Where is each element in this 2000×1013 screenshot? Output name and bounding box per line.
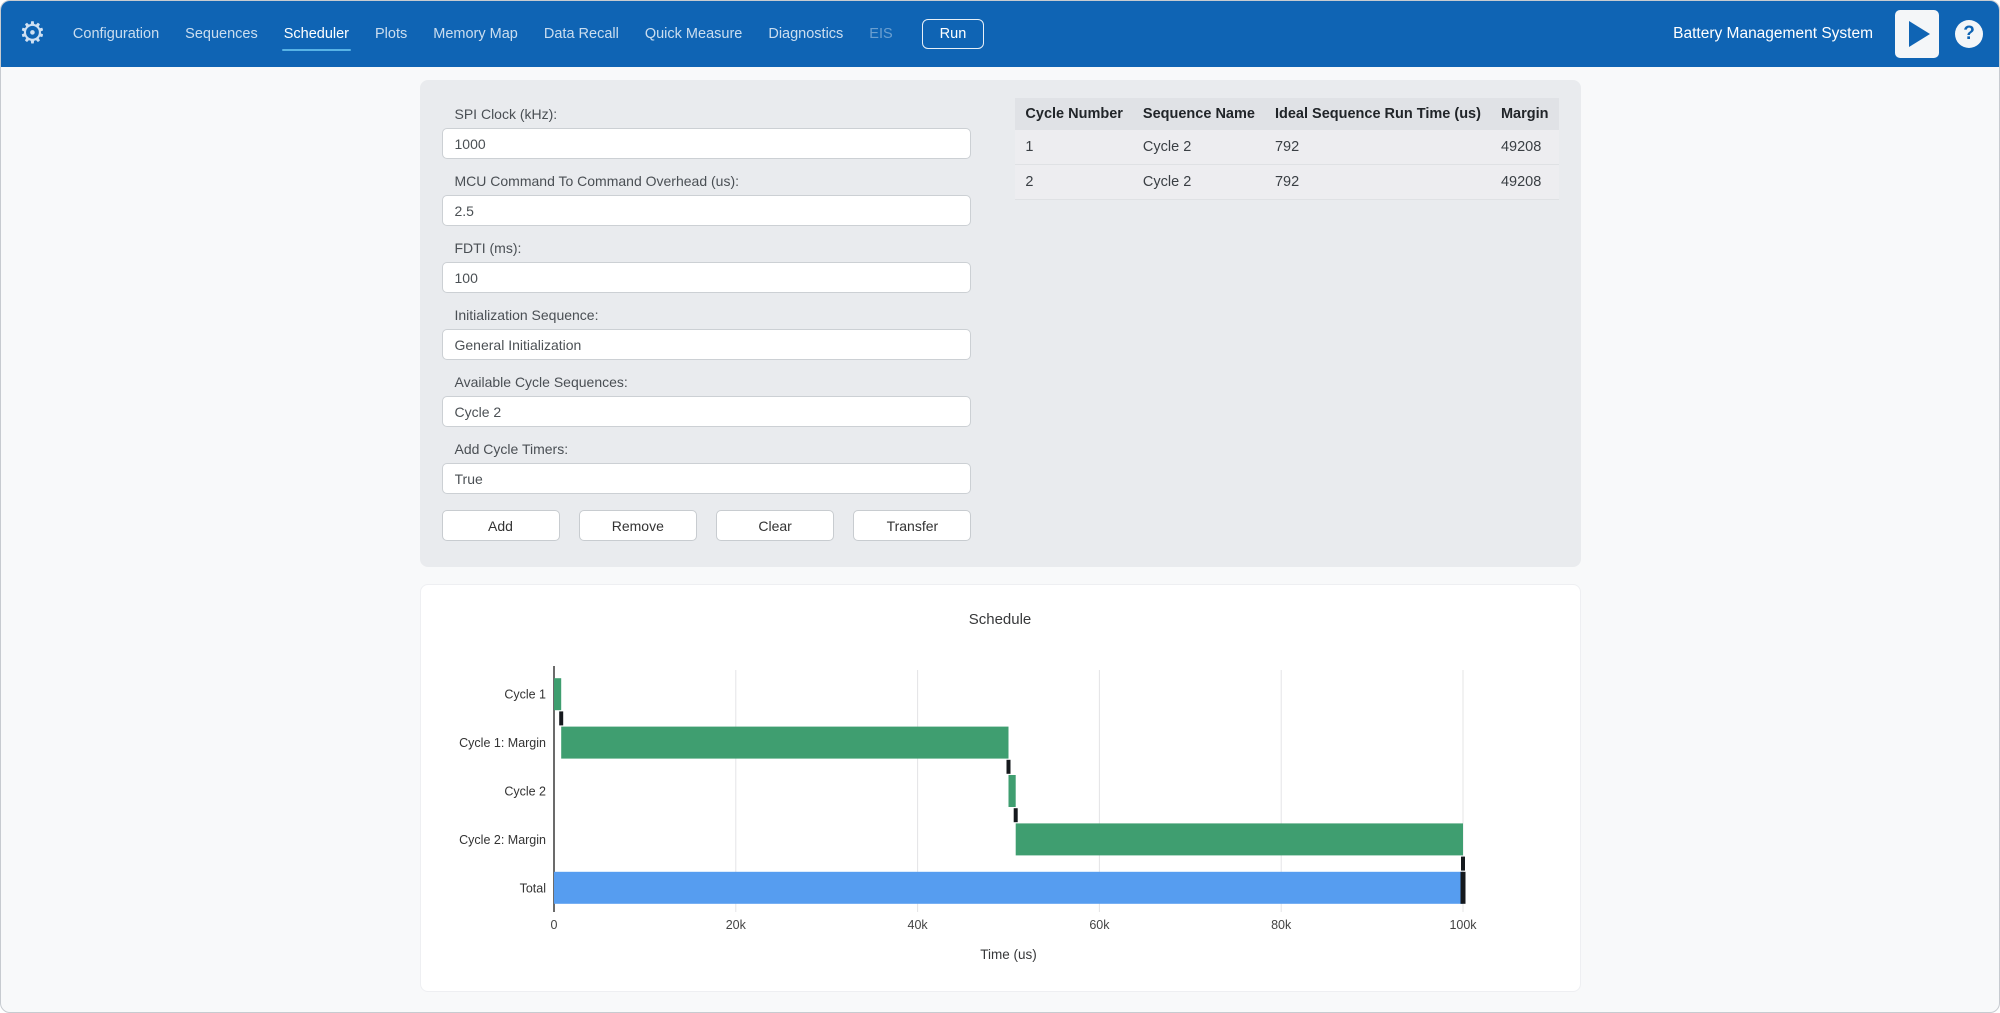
table-cell: 49208 bbox=[1491, 130, 1559, 165]
bar-connector bbox=[559, 711, 563, 725]
x-tick-label: 80k bbox=[1271, 918, 1292, 932]
bar-connector bbox=[1461, 857, 1465, 871]
schedule-chart: Cycle 1 Cycle 1: Margin Cycle 2 Cycle 2: Ma… bbox=[421, 646, 1580, 976]
nav-item-quick-measure[interactable]: Quick Measure bbox=[632, 1, 756, 67]
form-fields: SPI Clock (kHz): MCU Command To Command O… bbox=[442, 106, 972, 494]
bar-cycle-1 bbox=[554, 678, 561, 710]
y-tick-label: Total bbox=[519, 881, 545, 895]
top-nav-bar: ⚙ ConfigurationSequencesSchedulerPlotsMe… bbox=[1, 1, 1999, 67]
nav-item-data-recall[interactable]: Data Recall bbox=[531, 1, 632, 67]
nav-item-memory-map[interactable]: Memory Map bbox=[420, 1, 531, 67]
field-available-cycle-sequences: Available Cycle Sequences: bbox=[442, 374, 972, 427]
schedule-chart-card: Schedule Cycle 1Cycle 1: MarginCycle 2Cy… bbox=[420, 584, 1581, 992]
bar-cycle-2 bbox=[1008, 775, 1015, 807]
nav-item-plots[interactable]: Plots bbox=[362, 1, 420, 67]
x-axis-label: Time (us) bbox=[980, 947, 1037, 962]
field-label: FDTI (ms): bbox=[455, 240, 972, 256]
remove-button[interactable]: Remove bbox=[579, 510, 697, 541]
bar-total bbox=[554, 872, 1463, 904]
field-label: SPI Clock (kHz): bbox=[455, 106, 972, 122]
transfer-button[interactable]: Transfer bbox=[853, 510, 971, 541]
cycle-table-container: Cycle NumberSequence NameIdeal Sequence … bbox=[1015, 98, 1558, 541]
table-row[interactable]: 1Cycle 279249208 bbox=[1015, 130, 1558, 165]
fdti-ms-input[interactable] bbox=[442, 262, 972, 293]
play-button[interactable] bbox=[1895, 10, 1939, 58]
spi-clock-khz-input[interactable] bbox=[442, 128, 972, 159]
table-header-row: Cycle NumberSequence NameIdeal Sequence … bbox=[1015, 98, 1558, 130]
y-tick-label: Cycle 1 bbox=[504, 688, 546, 702]
scheduler-config-panel: SPI Clock (kHz): MCU Command To Command O… bbox=[420, 80, 1581, 567]
cycle-table: Cycle NumberSequence NameIdeal Sequence … bbox=[1015, 98, 1558, 200]
schedule-chart-svg: Cycle 1 Cycle 1: Margin Cycle 2 Cycle 2: Ma… bbox=[421, 646, 1581, 976]
table-cell: Cycle 2 bbox=[1133, 130, 1265, 165]
y-tick-label: Cycle 1: Margin bbox=[459, 736, 546, 750]
column-header-ideal-sequence-run-time-us: Ideal Sequence Run Time (us) bbox=[1265, 98, 1491, 130]
table-body: 1Cycle 2792492082Cycle 279249208 bbox=[1015, 130, 1558, 200]
y-tick-label: Cycle 2 bbox=[504, 785, 546, 799]
run-button[interactable]: Run bbox=[922, 19, 985, 49]
initialization-sequence-input[interactable] bbox=[442, 329, 972, 360]
table-cell: 792 bbox=[1265, 130, 1491, 165]
column-header-cycle-number: Cycle Number bbox=[1015, 98, 1133, 130]
main-content: SPI Clock (kHz): MCU Command To Command O… bbox=[420, 80, 1581, 992]
add-cycle-timers-input[interactable] bbox=[442, 463, 972, 494]
gear-icon[interactable]: ⚙ bbox=[19, 19, 46, 49]
app-window: ⚙ ConfigurationSequencesSchedulerPlotsMe… bbox=[0, 0, 2000, 1013]
bar-cycle-2-margin bbox=[1015, 823, 1462, 855]
nav-item-configuration[interactable]: Configuration bbox=[60, 1, 172, 67]
bar-connector bbox=[1013, 808, 1017, 822]
nav-item-eis[interactable]: EIS bbox=[856, 1, 905, 67]
x-tick-label: 60k bbox=[1089, 918, 1110, 932]
x-tick-label: 20k bbox=[725, 918, 746, 932]
column-header-margin: Margin bbox=[1491, 98, 1559, 130]
main-nav: ConfigurationSequencesSchedulerPlotsMemo… bbox=[60, 1, 906, 67]
bar-cycle-1-margin bbox=[561, 727, 1008, 759]
bar-connector bbox=[1006, 760, 1010, 774]
nav-menu: ConfigurationSequencesSchedulerPlotsMemo… bbox=[60, 1, 906, 67]
field-label: Initialization Sequence: bbox=[455, 307, 972, 323]
x-tick-label: 0 bbox=[550, 918, 557, 932]
bar-end-cap bbox=[1460, 872, 1465, 904]
clear-button[interactable]: Clear bbox=[716, 510, 834, 541]
play-icon bbox=[1909, 21, 1930, 47]
nav-item-scheduler[interactable]: Scheduler bbox=[271, 1, 362, 67]
table-cell: 1 bbox=[1015, 130, 1133, 165]
help-icon[interactable]: ? bbox=[1955, 20, 1983, 48]
column-header-sequence-name: Sequence Name bbox=[1133, 98, 1265, 130]
app-title: Battery Management System bbox=[1673, 25, 1873, 43]
field-fdti-ms: FDTI (ms): bbox=[442, 240, 972, 293]
mcu-command-to-command-overhead-us-input[interactable] bbox=[442, 195, 972, 226]
field-label: Available Cycle Sequences: bbox=[455, 374, 972, 390]
add-button[interactable]: Add bbox=[442, 510, 560, 541]
scheduler-form: SPI Clock (kHz): MCU Command To Command O… bbox=[442, 98, 972, 541]
nav-item-sequences[interactable]: Sequences bbox=[172, 1, 271, 67]
table-cell: Cycle 2 bbox=[1133, 165, 1265, 200]
field-initialization-sequence: Initialization Sequence: bbox=[442, 307, 972, 360]
chart-title: Schedule bbox=[421, 585, 1580, 628]
y-tick-label: Cycle 2: Margin bbox=[459, 833, 546, 847]
field-label: MCU Command To Command Overhead (us): bbox=[455, 173, 972, 189]
field-label: Add Cycle Timers: bbox=[455, 441, 972, 457]
x-tick-label: 100k bbox=[1449, 918, 1477, 932]
form-button-row: Add Remove Clear Transfer bbox=[442, 510, 972, 541]
table-row[interactable]: 2Cycle 279249208 bbox=[1015, 165, 1558, 200]
table-cell: 49208 bbox=[1491, 165, 1559, 200]
field-mcu-command-to-command-overhead-us: MCU Command To Command Overhead (us): bbox=[442, 173, 972, 226]
table-cell: 2 bbox=[1015, 165, 1133, 200]
table-cell: 792 bbox=[1265, 165, 1491, 200]
field-spi-clock-khz: SPI Clock (kHz): bbox=[442, 106, 972, 159]
field-add-cycle-timers: Add Cycle Timers: bbox=[442, 441, 972, 494]
available-cycle-sequences-input[interactable] bbox=[442, 396, 972, 427]
nav-item-diagnostics[interactable]: Diagnostics bbox=[755, 1, 856, 67]
x-tick-label: 40k bbox=[907, 918, 928, 932]
